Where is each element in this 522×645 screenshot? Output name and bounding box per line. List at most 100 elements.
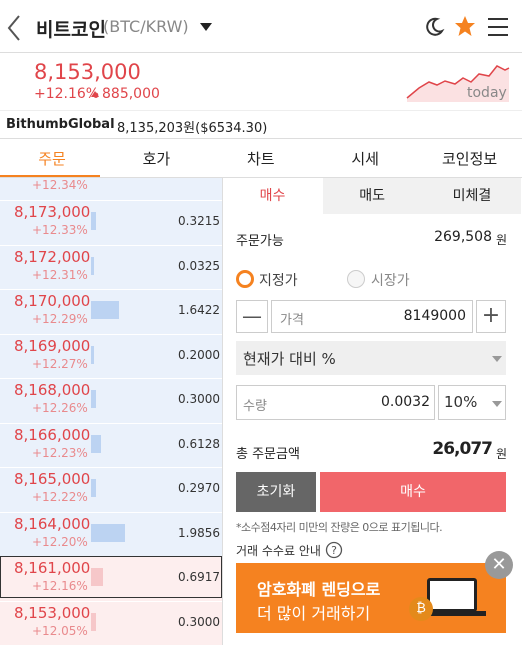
fee-link[interactable]: 거래 수수료 안내 xyxy=(236,544,321,558)
row-quantity: 0.2000 xyxy=(178,347,220,362)
divider xyxy=(0,177,522,178)
ask-row xyxy=(0,511,222,556)
row-quantity: 0.3000 xyxy=(178,392,220,406)
label: 총 주문금액 xyxy=(236,447,300,462)
row-change: +12.26% xyxy=(32,401,88,415)
global-exchange: BithumbGlobal xyxy=(6,117,115,132)
row-quantity: 0.0325 xyxy=(178,258,220,273)
total: 26,077 xyxy=(432,439,493,459)
info-icon[interactable]: ? xyxy=(324,540,344,560)
night-mode-icon[interactable] xyxy=(423,16,445,38)
pct-dropdown[interactable] xyxy=(438,385,506,420)
row-price: 8,165,000 xyxy=(14,470,91,488)
ask-row xyxy=(0,467,222,512)
radio-label: 지정가 xyxy=(259,273,298,289)
menu-icon[interactable] xyxy=(487,17,509,37)
row-price: 8,153,000 xyxy=(14,603,91,622)
row-quantity: 1.6422 xyxy=(178,303,220,317)
qty-input[interactable] xyxy=(236,385,435,420)
row-price: 8,170,000 xyxy=(14,292,91,310)
minus-button[interactable]: — xyxy=(236,300,268,333)
change-pct: +12.16% xyxy=(34,86,100,102)
row-change: +12.22% xyxy=(32,490,88,504)
volume-bar xyxy=(91,479,97,497)
laptop-base xyxy=(418,611,486,616)
radio[interactable] xyxy=(347,270,365,288)
row-change: +12.31% xyxy=(32,267,88,282)
pair: (BTC/KRW) xyxy=(103,17,189,36)
radio-selected[interactable] xyxy=(236,270,254,288)
row-price: 8,168,000 xyxy=(14,381,91,399)
row-price: 8,161,000 xyxy=(14,559,91,577)
price-input[interactable] xyxy=(271,300,473,333)
volume-bar xyxy=(91,390,97,408)
divider xyxy=(0,110,522,111)
banner-line: 더 많이 거래하기 xyxy=(257,604,371,623)
row-quantity: 1.9856 xyxy=(178,525,220,540)
form-tab[interactable]: 매도 xyxy=(322,178,422,214)
row-quantity: 0.3000 xyxy=(178,614,220,629)
placeholder: 수량 xyxy=(243,399,267,414)
note: *소수점4자리 미만의 잔량은 0으로 표기됩니다. xyxy=(236,521,443,534)
form-tab[interactable]: 미체결 xyxy=(422,178,522,214)
row-price: 8,169,000 xyxy=(14,336,91,355)
sparkline xyxy=(406,65,510,102)
compare-label: 현재가 대비 % xyxy=(243,350,336,368)
bid-row xyxy=(0,600,222,645)
price-value: 8149000 xyxy=(403,308,466,324)
column-divider xyxy=(222,178,223,645)
reset-button[interactable]: 초기화 xyxy=(236,472,316,512)
global-price: 8,135,203원($6534.30) xyxy=(117,121,268,136)
plus-button[interactable]: + xyxy=(476,300,506,333)
dropdown-icon[interactable] xyxy=(199,22,213,32)
header-divider xyxy=(0,52,522,53)
unit: 원 xyxy=(496,233,508,247)
change-amt: 885,000 xyxy=(102,86,160,102)
ask-row xyxy=(0,333,222,378)
row-price: 8,173,000 xyxy=(14,203,91,221)
back-icon[interactable] xyxy=(6,14,22,42)
qty-value: 0.0032 xyxy=(381,394,430,410)
submit-button[interactable]: 매수 xyxy=(320,472,506,512)
volume-bar xyxy=(91,301,119,319)
ask-row xyxy=(0,244,222,289)
placeholder: 가격 xyxy=(280,313,304,328)
caret xyxy=(492,401,502,407)
row-change: +12.33% xyxy=(32,223,88,237)
favorite-icon[interactable] xyxy=(454,15,476,37)
coin: ₿ xyxy=(409,597,433,621)
banner-line: 암호화폐 렌딩으로 xyxy=(257,580,381,599)
tab[interactable]: 호가 xyxy=(142,150,171,168)
volume-bar xyxy=(91,212,97,230)
close-button[interactable]: ✕ xyxy=(485,551,513,579)
caret xyxy=(492,356,502,362)
unit: 원 xyxy=(496,447,508,461)
tab[interactable]: 시세 xyxy=(351,150,379,168)
ask-row xyxy=(0,378,222,423)
chart-label: today xyxy=(467,85,507,101)
tab[interactable]: 주문 xyxy=(38,150,66,168)
row-change: +12.34% xyxy=(32,178,88,192)
available: 269,508 xyxy=(434,229,492,245)
volume-bar xyxy=(91,256,94,275)
row-change: +12.16% xyxy=(32,579,88,593)
laptop xyxy=(427,578,477,612)
tab[interactable]: 차트 xyxy=(246,150,275,168)
row-price: 8,164,000 xyxy=(14,514,91,533)
row-change: +12.05% xyxy=(32,623,88,638)
volume-bar xyxy=(91,434,102,453)
compare-dropdown[interactable] xyxy=(236,341,506,375)
tab[interactable]: 코인정보 xyxy=(441,150,498,168)
up-arrow xyxy=(91,91,99,97)
current-price: 8,153,000 xyxy=(34,60,141,84)
row-change: +12.29% xyxy=(32,312,88,326)
volume-bar xyxy=(91,568,103,586)
volume-bar xyxy=(91,345,95,364)
row-quantity: 0.2970 xyxy=(178,481,220,495)
label: 주문가능 xyxy=(236,234,284,249)
row-change: +12.20% xyxy=(32,534,88,549)
title: 비트코인 xyxy=(36,19,106,41)
radio-label: 시장가 xyxy=(371,273,410,289)
form-tab[interactable]: 매수 xyxy=(223,178,322,214)
